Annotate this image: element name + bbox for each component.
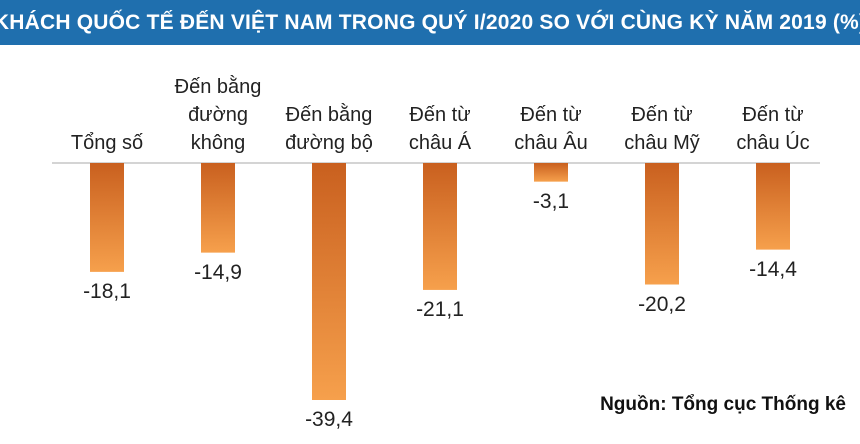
bar	[312, 163, 346, 400]
category-label-line: Đến từ	[409, 104, 471, 126]
category-label: Đến từ châu Úc	[736, 101, 809, 157]
category-label-line: Đến bằng	[285, 104, 373, 126]
category-label-line: Tổng số	[70, 132, 144, 154]
value-label: -20,2	[638, 292, 686, 316]
value-label: -18,1	[83, 279, 131, 303]
value-label: -14,4	[749, 257, 797, 281]
category-label: Đến bằng đường không	[175, 73, 262, 157]
category-label: Đến từ châu Á	[409, 101, 471, 157]
bar	[756, 163, 790, 250]
category-label-line: Đến bằng	[174, 76, 262, 98]
category-label-line: châu Úc	[736, 132, 810, 154]
chart-title: KHÁCH QUỐC TẾ ĐẾN VIỆT NAM TRONG QUÝ I/2…	[0, 0, 860, 45]
value-label: -14,9	[194, 260, 242, 284]
value-label: -21,1	[416, 297, 464, 321]
category-label-line: châu Á	[408, 132, 472, 154]
category-label-line: Đến từ	[631, 104, 693, 126]
bar	[423, 163, 457, 290]
category-label-line: châu Âu	[514, 132, 588, 154]
category-label: Đến từ châu Mỹ	[624, 101, 700, 157]
category-label-line: đường bộ	[285, 132, 373, 154]
bar	[645, 163, 679, 285]
bar	[201, 163, 235, 253]
category-label-line: Đến từ	[520, 104, 582, 126]
category-label-line: đường	[188, 104, 248, 126]
value-label: -3,1	[532, 189, 570, 213]
bars-layer	[52, 162, 820, 400]
category-label: Đến từ châu Âu	[514, 101, 587, 157]
bar	[90, 163, 124, 272]
category-label: Tổng số	[71, 129, 143, 157]
bar	[534, 163, 568, 182]
category-label-line: không	[190, 132, 246, 154]
category-label: Đến bằng đường bộ	[285, 101, 373, 157]
category-label-line: châu Mỹ	[624, 132, 700, 154]
category-label-line: Đến từ	[742, 104, 804, 126]
value-label: -39,4	[305, 408, 353, 431]
source-note: Nguồn: Tổng cục Thống kê	[600, 394, 846, 415]
chart-plot-area: Tổng số -18,1 Đến bằng đường không -14,9 Đến b…	[0, 45, 860, 444]
